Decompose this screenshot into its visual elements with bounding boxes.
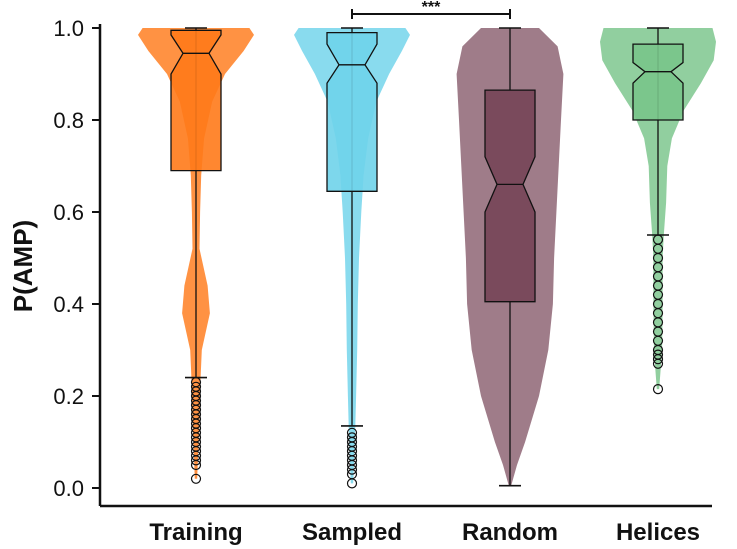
x-category-labels: Training Sampled Random Helices xyxy=(149,519,700,546)
x-category-label-sampled: Sampled xyxy=(302,519,402,546)
outliers-layer xyxy=(190,234,664,489)
y-tick-label: 0.8 xyxy=(53,108,84,133)
outlier-training xyxy=(190,473,202,484)
boxes-layer xyxy=(170,27,684,487)
x-category-label-helices: Helices xyxy=(616,519,700,546)
y-tick-label: 0.0 xyxy=(53,476,84,501)
outlier-training xyxy=(190,459,202,471)
box-helices xyxy=(632,43,684,121)
significance-stars: *** xyxy=(422,0,441,16)
x-category-label-random: Random xyxy=(462,519,558,546)
box-sampled xyxy=(326,31,378,192)
y-tick-label: 1.0 xyxy=(53,16,84,41)
significance-bracket: *** xyxy=(351,0,511,19)
y-tick-label: 0.4 xyxy=(53,292,84,317)
box-random xyxy=(484,89,536,303)
y-tick-label: 0.6 xyxy=(53,200,84,225)
y-tick-label: 0.2 xyxy=(53,384,84,409)
box-training xyxy=(170,29,222,172)
y-ticks: 0.0 0.2 0.4 0.6 0.8 1.0 xyxy=(53,16,100,501)
outlier-training xyxy=(190,455,202,466)
outlier-sampled xyxy=(346,478,358,489)
x-category-label-training: Training xyxy=(149,519,242,546)
axes-layer xyxy=(98,24,712,508)
outlier-helices xyxy=(652,358,664,369)
outlier-helices xyxy=(652,384,664,395)
y-axis-title: P(AMP) xyxy=(8,220,38,312)
outlier-helices xyxy=(652,354,664,365)
outlier-sampled xyxy=(346,464,358,475)
violins-layer xyxy=(138,28,716,486)
